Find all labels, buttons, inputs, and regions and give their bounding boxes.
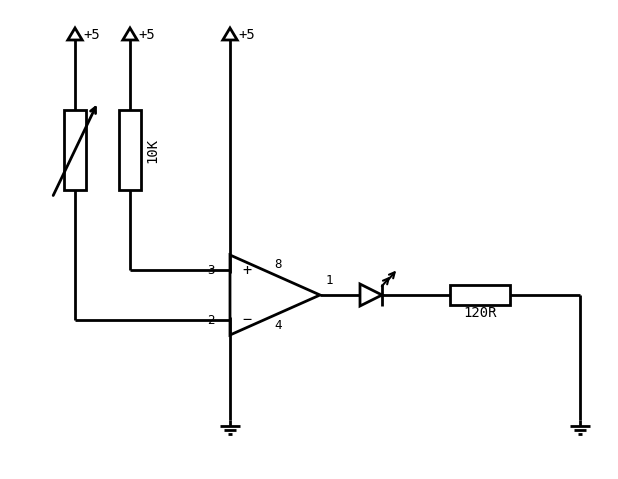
- Text: −: −: [242, 312, 251, 328]
- Text: 2: 2: [208, 313, 215, 327]
- Text: +5: +5: [138, 28, 155, 42]
- Text: 3: 3: [208, 263, 215, 276]
- Text: +: +: [242, 262, 251, 277]
- Text: 1: 1: [326, 274, 334, 287]
- Text: 10K: 10K: [145, 137, 159, 162]
- Text: +5: +5: [239, 28, 255, 42]
- Text: 120R: 120R: [464, 306, 497, 320]
- Bar: [64, 110, 86, 190]
- Text: 8: 8: [274, 258, 282, 271]
- Text: +5: +5: [83, 28, 100, 42]
- Bar: [119, 110, 141, 190]
- Bar: [450, 285, 510, 305]
- Text: 4: 4: [274, 319, 282, 332]
